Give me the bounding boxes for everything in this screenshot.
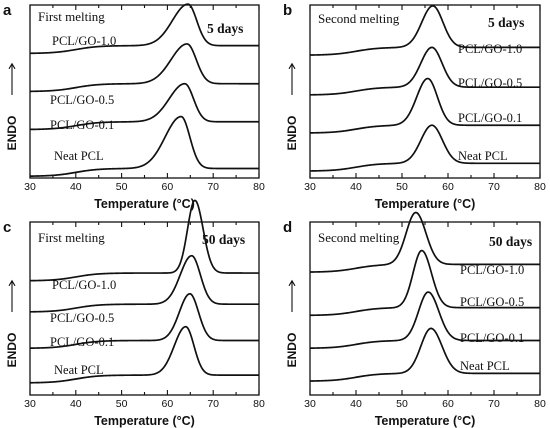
- y-axis-arrow-head: [288, 62, 296, 70]
- series-label: PCL/GO-1.0: [460, 263, 524, 277]
- x-tick-label: 30: [24, 398, 36, 410]
- x-tick-label: 50: [396, 181, 408, 193]
- series-curve-pcl-go-1-0: [309, 5, 540, 56]
- panel-letter: b: [283, 2, 292, 19]
- panel-a: a PCL/GO-1.0 PCL/GO-0.5 PCL/GO-0.1 Neat PCL 3…: [3, 2, 265, 211]
- series-curve-pcl-go-0-1: [309, 291, 540, 349]
- x-tick-label: 80: [534, 181, 546, 193]
- panel-title: Second melting: [318, 11, 400, 26]
- series-label: PCL/GO-0.1: [460, 331, 524, 345]
- panel-letter: a: [3, 2, 12, 19]
- y-axis-arrow-head: [8, 279, 16, 287]
- x-tick-label: 60: [442, 398, 454, 410]
- panel-b: b PCL/GO-1.0 PCL/GO-0.5 PCL/GO-0.1 Neat PCL 3…: [283, 2, 546, 211]
- panel-c: c PCL/GO-1.0 PCL/GO-0.5 PCL/GO-0.1 Neat PCL 3…: [3, 199, 265, 428]
- series-curve-pcl-go-0-5: [309, 249, 540, 317]
- panel-annotation: 50 days: [489, 234, 532, 249]
- y-axis-arrow-head: [288, 279, 296, 287]
- panel-letter: d: [283, 219, 292, 236]
- x-tick-label: 40: [70, 181, 82, 193]
- x-tick-label: 80: [253, 181, 265, 193]
- series-label: PCL/GO-0.5: [50, 93, 114, 107]
- y-axis-label: ENDO: [5, 116, 19, 151]
- series-label: Neat PCL: [458, 149, 508, 163]
- y-axis-label: ENDO: [285, 116, 299, 151]
- x-tick-label: 40: [70, 398, 82, 410]
- series-label: Neat PCL: [54, 149, 104, 163]
- series-label: Neat PCL: [54, 363, 104, 377]
- panel-annotation: 50 days: [202, 232, 245, 247]
- x-tick-label: 70: [207, 181, 219, 193]
- panel-title: Second melting: [318, 230, 400, 245]
- series-label: PCL/GO-0.1: [458, 111, 522, 125]
- series-label: PCL/GO-0.1: [50, 118, 114, 132]
- y-axis-label: ENDO: [5, 333, 19, 368]
- series-curve-pcl-go-0-1: [29, 82, 259, 131]
- x-tick-label: 70: [207, 398, 219, 410]
- series-label: PCL/GO-0.5: [50, 311, 114, 325]
- series-curve-pcl-go-1-0: [29, 199, 259, 282]
- y-axis-label: ENDO: [285, 333, 299, 368]
- series-label: PCL/GO-1.0: [52, 34, 116, 48]
- x-tick-label: 80: [534, 398, 546, 410]
- x-tick-label: 30: [304, 181, 316, 193]
- x-tick-label: 30: [24, 181, 36, 193]
- series-curve-pcl-go-0-5: [29, 254, 259, 313]
- x-tick-label: 60: [162, 181, 174, 193]
- x-tick-label: 70: [488, 181, 500, 193]
- series-curve-neat-pcl: [309, 327, 540, 382]
- x-tick-label: 50: [116, 398, 128, 410]
- panel-letter: c: [3, 219, 11, 236]
- x-tick-label: 80: [253, 398, 265, 410]
- series-label: PCL/GO-1.0: [458, 42, 522, 56]
- x-tick-label: 50: [116, 181, 128, 193]
- series-curve-pcl-go-1-0: [29, 3, 259, 55]
- x-axis-label: Temperature (°C): [94, 197, 195, 211]
- panel-d: d PCL/GO-1.0 PCL/GO-0.5 PCL/GO-0.1 Neat PCL 3…: [283, 211, 546, 428]
- x-axis-label: Temperature (°C): [375, 197, 476, 211]
- series-curve-neat-pcl: [29, 325, 259, 384]
- series-curve-neat-pcl: [29, 115, 259, 177]
- series-label: PCL/GO-0.5: [458, 76, 522, 90]
- x-axis-label: Temperature (°C): [94, 414, 195, 428]
- series-curve-pcl-go-0-5: [309, 46, 540, 96]
- series-curve-pcl-go-0-1: [29, 292, 259, 349]
- x-axis-label: Temperature (°C): [375, 414, 476, 428]
- series-curve-neat-pcl: [309, 124, 540, 172]
- series-curve-pcl-go-1-0: [309, 211, 540, 273]
- series-label: Neat PCL: [460, 359, 510, 373]
- series-curve-pcl-go-0-5: [29, 43, 259, 93]
- series-label: PCL/GO-0.1: [50, 335, 114, 349]
- x-tick-label: 40: [350, 181, 362, 193]
- x-tick-label: 60: [442, 181, 454, 193]
- x-tick-label: 60: [162, 398, 174, 410]
- panel-annotation: 5 days: [488, 15, 524, 30]
- series-label: PCL/GO-1.0: [52, 278, 116, 292]
- x-tick-label: 70: [488, 398, 500, 410]
- x-tick-label: 30: [304, 398, 316, 410]
- panel-annotation: 5 days: [207, 21, 243, 36]
- y-axis-arrow-head: [8, 62, 16, 70]
- series-curve-pcl-go-0-1: [309, 77, 540, 134]
- x-tick-label: 50: [396, 398, 408, 410]
- panel-title: First melting: [38, 9, 105, 24]
- panel-title: First melting: [38, 230, 105, 245]
- series-label: PCL/GO-0.5: [460, 295, 524, 309]
- x-tick-label: 40: [350, 398, 362, 410]
